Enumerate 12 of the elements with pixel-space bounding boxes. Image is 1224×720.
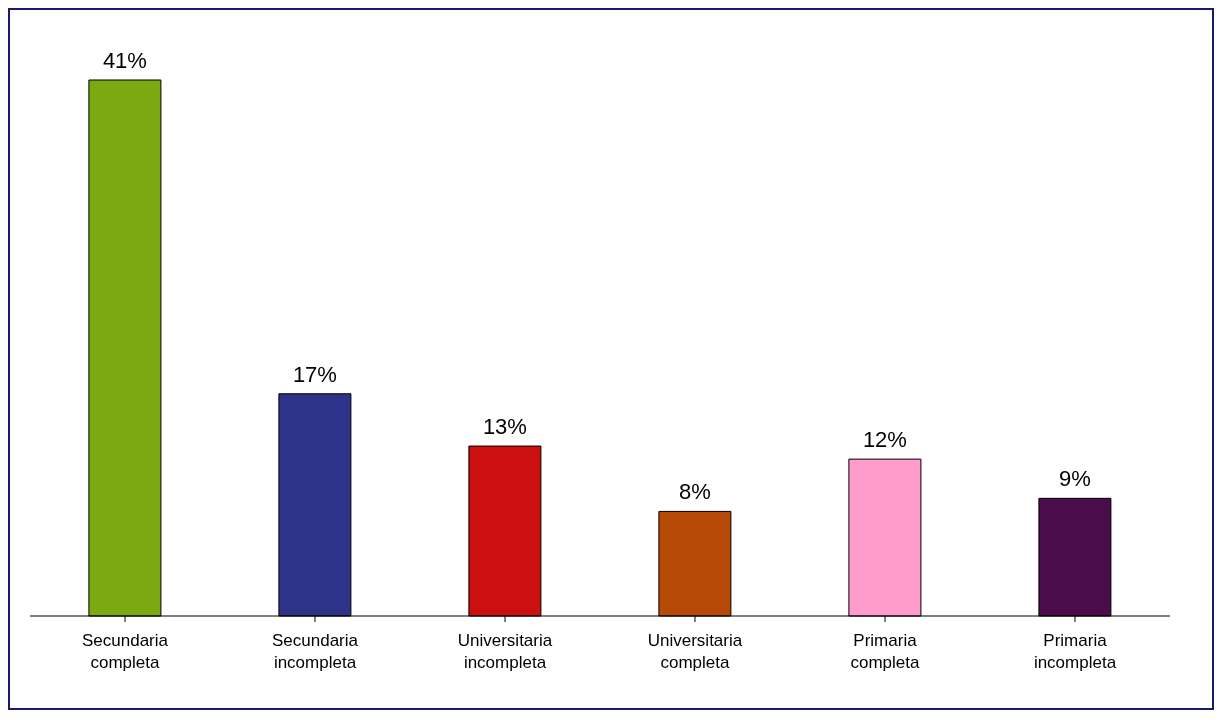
- data-label: 12%: [862, 427, 907, 453]
- x-tick-label: Primaria incompleta: [1033, 631, 1117, 672]
- x-tick-label: Universitaria completa: [647, 631, 743, 672]
- data-label: 41%: [102, 48, 147, 73]
- data-label: 8%: [679, 479, 711, 505]
- data-label: 13%: [482, 414, 527, 440]
- data-label: 9%: [1059, 466, 1091, 492]
- x-tick-label: Primaria completa: [850, 631, 921, 672]
- x-tick-label: Universitaria incompleta: [457, 631, 553, 672]
- x-tick-label: Secundaria completa: [81, 631, 169, 672]
- x-tick-label: Secundaria incompleta: [271, 631, 359, 672]
- data-label: 17%: [292, 361, 337, 387]
